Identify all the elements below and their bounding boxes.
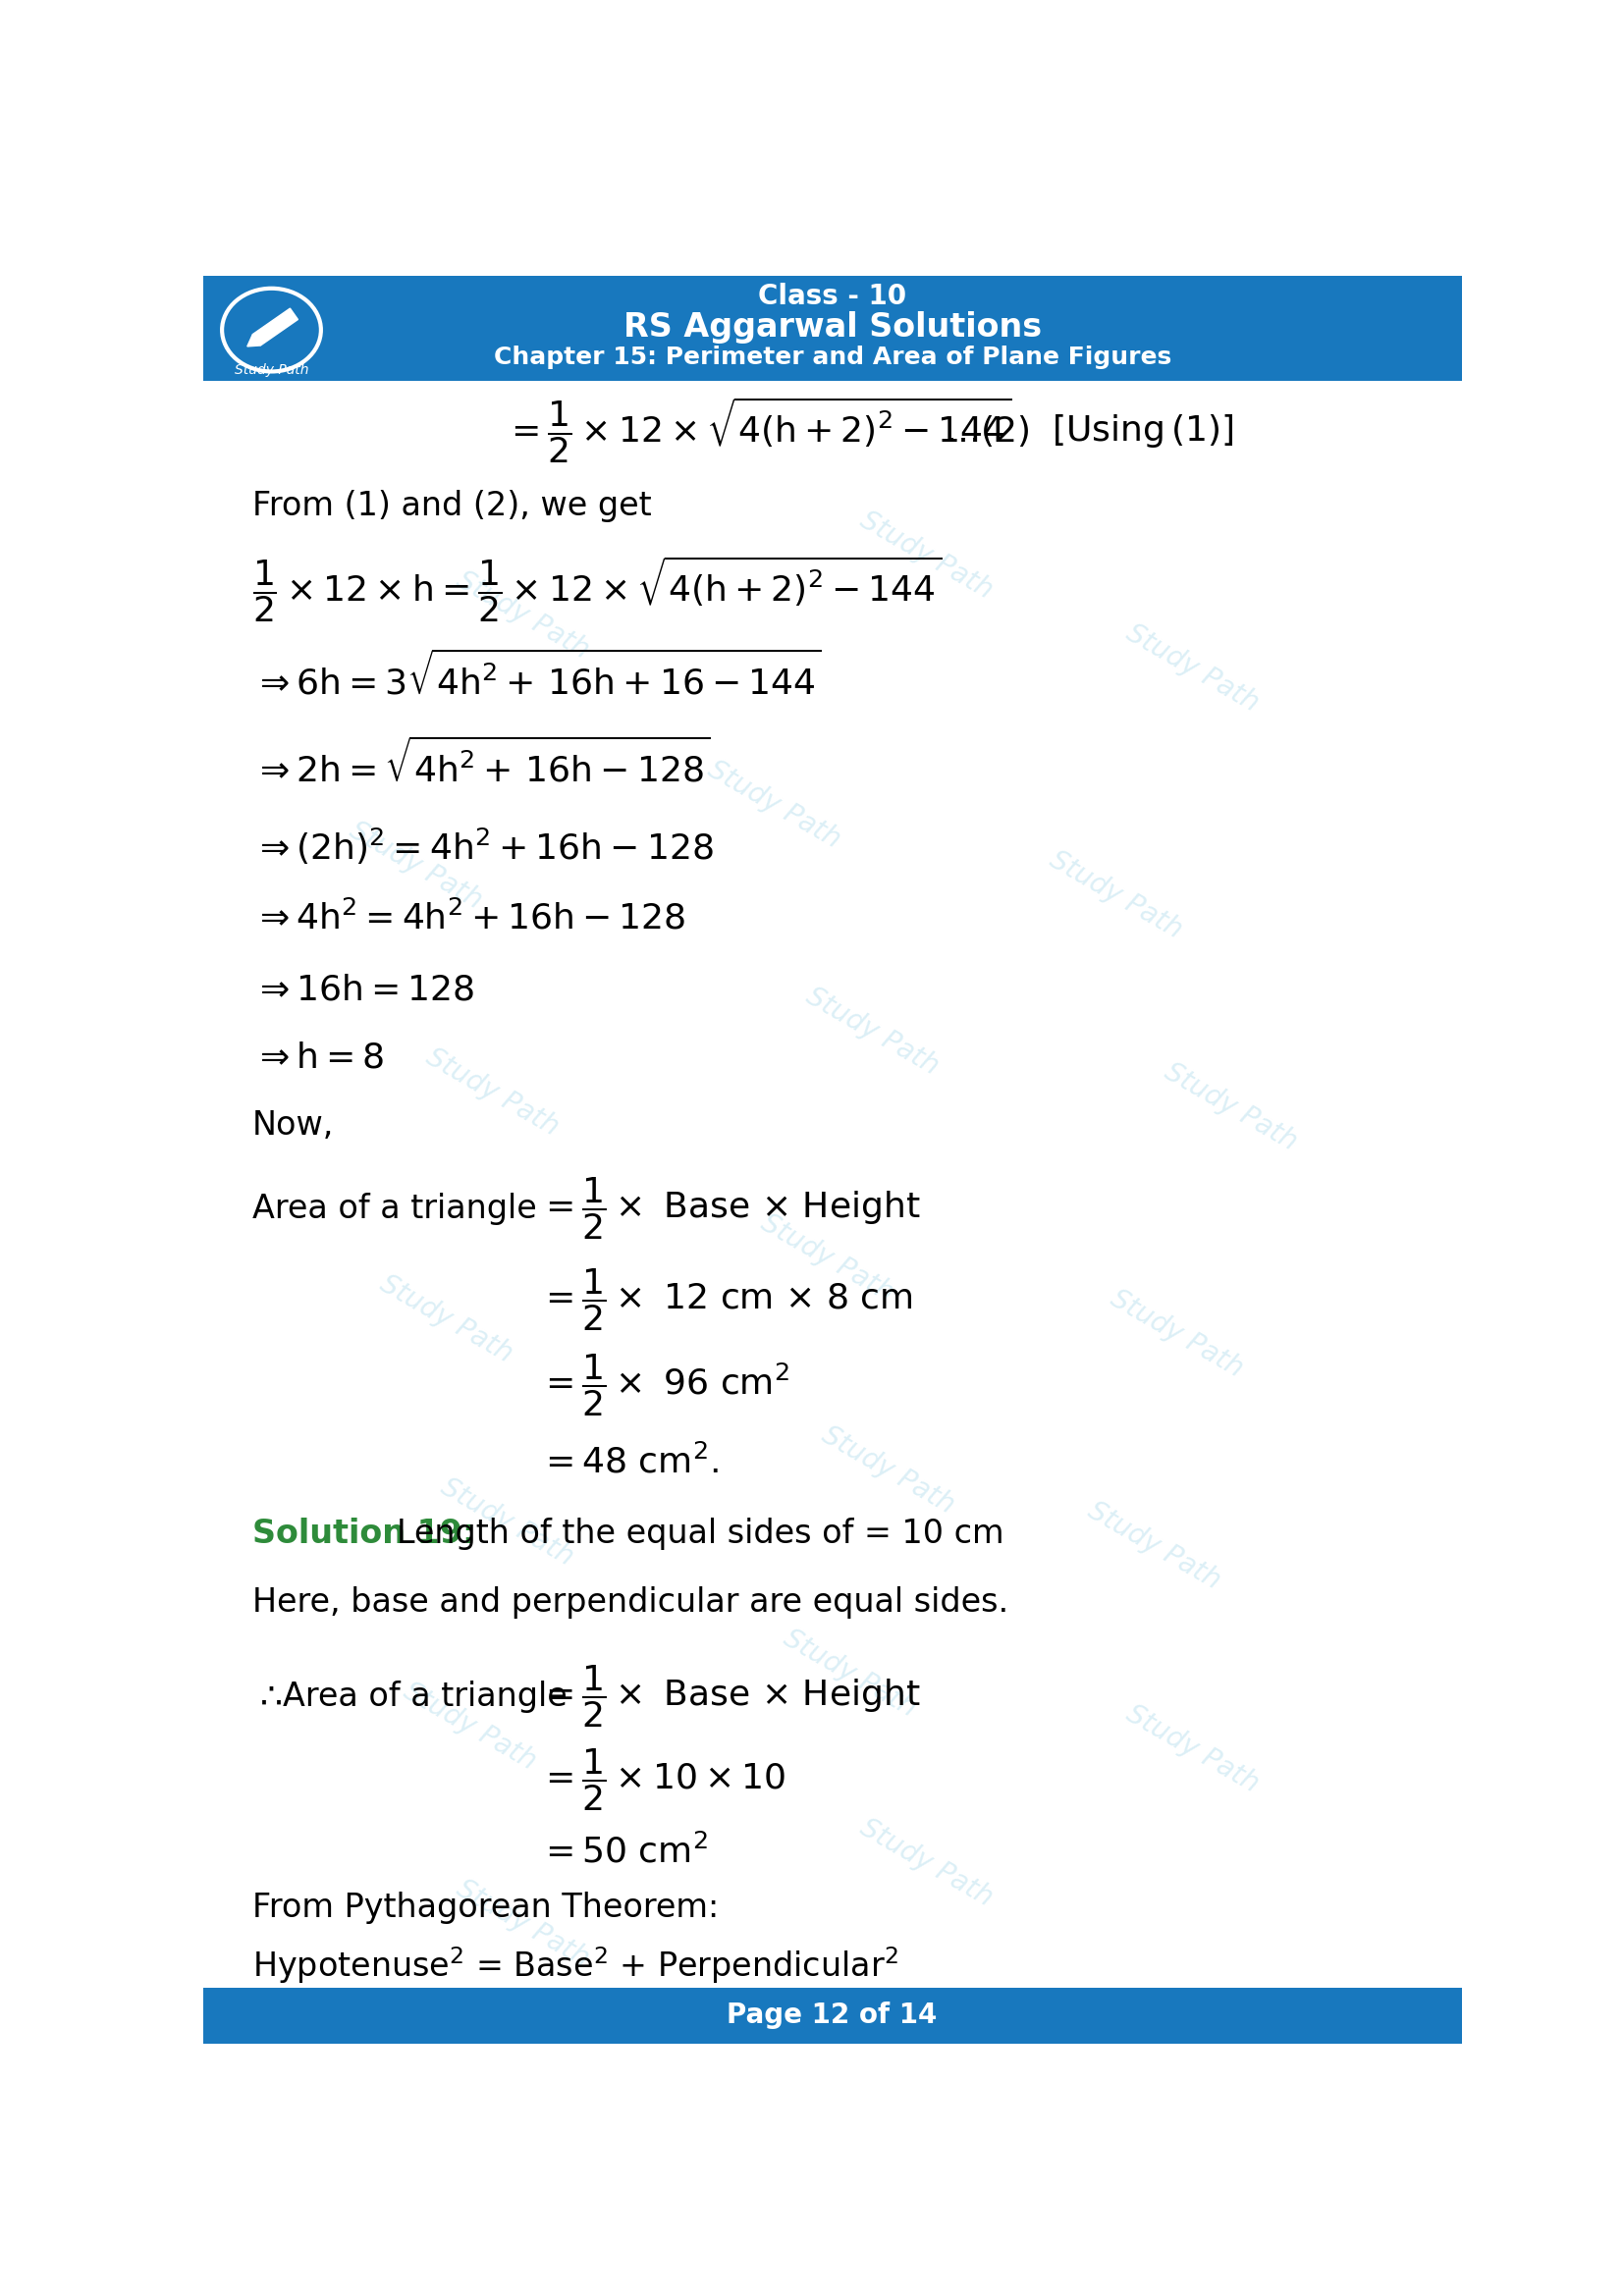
Text: Study Path: Study Path <box>234 363 309 377</box>
Text: Study Path: Study Path <box>437 1474 578 1573</box>
Text: $\Rightarrow \mathrm{6h} = 3\sqrt{4\mathrm{h}^2 + \, 16\mathrm{h} + 16 - 144}$: $\Rightarrow \mathrm{6h} = 3\sqrt{4\math… <box>252 650 822 703</box>
Text: $\Rightarrow \mathrm{2h} = \sqrt{4\mathrm{h}^2 + \, 16\mathrm{h} - 128}$: $\Rightarrow \mathrm{2h} = \sqrt{4\mathr… <box>252 737 711 788</box>
FancyBboxPatch shape <box>203 1988 1462 2043</box>
Text: Area of a triangle: Area of a triangle <box>283 1681 567 1713</box>
Text: $\Rightarrow \mathrm{h} = 8$: $\Rightarrow \mathrm{h} = 8$ <box>252 1040 385 1075</box>
Text: Study Path: Study Path <box>375 1270 518 1368</box>
Text: Study Path: Study Path <box>755 1210 898 1306</box>
Text: Study Path: Study Path <box>778 1626 921 1722</box>
Text: From (1) and (2), we get: From (1) and (2), we get <box>252 489 651 521</box>
Text: Length of the equal sides of = 10 cm: Length of the equal sides of = 10 cm <box>396 1518 1005 1550</box>
Text: $[\mathrm{Using\,(1)}]$: $[\mathrm{Using\,(1)}]$ <box>1051 411 1233 450</box>
Text: Area of a triangle: Area of a triangle <box>252 1194 538 1226</box>
Text: Now,: Now, <box>252 1109 335 1141</box>
Text: $\Rightarrow 16\mathrm{h} = 128$: $\Rightarrow 16\mathrm{h} = 128$ <box>252 974 474 1006</box>
Text: From Pythagorean Theorem:: From Pythagorean Theorem: <box>252 1892 719 1924</box>
Text: $\ldots(2)$: $\ldots(2)$ <box>945 413 1030 448</box>
Text: $= \dfrac{1}{2} \times$ 12 cm $\times$ 8 cm: $= \dfrac{1}{2} \times$ 12 cm $\times$ 8… <box>538 1267 913 1332</box>
Text: Study Path: Study Path <box>421 1042 564 1141</box>
Text: Study Path: Study Path <box>344 815 487 914</box>
Text: Class - 10: Class - 10 <box>758 282 906 310</box>
Text: Study Path: Study Path <box>854 1814 997 1913</box>
Text: $\Rightarrow (\mathrm{2h})^2 = \mathrm{4h}^2 + 16\mathrm{h} - 128$: $\Rightarrow (\mathrm{2h})^2 = \mathrm{4… <box>252 827 713 866</box>
Text: $= \dfrac{1}{2} \times$ 96 cm$^2$: $= \dfrac{1}{2} \times$ 96 cm$^2$ <box>538 1352 789 1419</box>
Text: Chapter 15: Perimeter and Area of Plane Figures: Chapter 15: Perimeter and Area of Plane … <box>494 344 1171 370</box>
Text: Study Path: Study Path <box>1121 620 1263 719</box>
Text: Study Path: Study Path <box>802 983 944 1081</box>
Text: $= 50$ cm$^2$: $= 50$ cm$^2$ <box>538 1835 708 1869</box>
Text: Study Path: Study Path <box>817 1421 960 1518</box>
Text: Study Path: Study Path <box>1106 1286 1249 1382</box>
Text: RS Aggarwal Solutions: RS Aggarwal Solutions <box>624 310 1041 342</box>
Text: $\dfrac{1}{2} \times 12 \times \mathrm{h} = \dfrac{1}{2} \times 12 \times \sqrt{: $\dfrac{1}{2} \times 12 \times \mathrm{h… <box>252 553 942 625</box>
Text: Study Path: Study Path <box>451 567 594 664</box>
Text: Study Path: Study Path <box>1121 1701 1263 1798</box>
Text: Hypotenuse$^2$ = Base$^2$ + Perpendicular$^2$: Hypotenuse$^2$ = Base$^2$ + Perpendicula… <box>252 1945 898 1986</box>
Text: Solution 19:: Solution 19: <box>252 1518 476 1550</box>
Text: $= \dfrac{1}{2} \times$ Base $\times$ Height: $= \dfrac{1}{2} \times$ Base $\times$ He… <box>538 1176 921 1242</box>
Text: Study Path: Study Path <box>1044 847 1187 944</box>
Text: $= \dfrac{1}{2} \times 12 \times \sqrt{4(\mathrm{h} + 2)^2 - 144}$: $= \dfrac{1}{2} \times 12 \times \sqrt{4… <box>503 395 1012 466</box>
Text: $\Rightarrow \mathrm{4h}^2 = \mathrm{4h}^2 + 16\mathrm{h} - 128$: $\Rightarrow \mathrm{4h}^2 = \mathrm{4h}… <box>252 900 685 937</box>
Text: Study Path: Study Path <box>451 1874 594 1972</box>
Text: Study Path: Study Path <box>1083 1497 1226 1593</box>
Text: $\therefore$: $\therefore$ <box>252 1681 283 1713</box>
Text: Study Path: Study Path <box>703 755 844 854</box>
Text: Study Path: Study Path <box>1160 1058 1301 1155</box>
Polygon shape <box>247 335 260 347</box>
Polygon shape <box>253 308 297 344</box>
FancyBboxPatch shape <box>203 276 1462 381</box>
Text: Here, base and perpendicular are equal sides.: Here, base and perpendicular are equal s… <box>252 1587 1009 1619</box>
Text: Study Path: Study Path <box>398 1678 541 1775</box>
Text: Study Path: Study Path <box>854 505 997 604</box>
Text: $= \dfrac{1}{2} \times$ Base $\times$ Height: $= \dfrac{1}{2} \times$ Base $\times$ He… <box>538 1665 921 1729</box>
Text: $= 48$ cm$^2$.: $= 48$ cm$^2$. <box>538 1444 718 1481</box>
Text: $= \dfrac{1}{2} \times 10 \times 10$: $= \dfrac{1}{2} \times 10 \times 10$ <box>538 1747 786 1812</box>
Text: Page 12 of 14: Page 12 of 14 <box>728 2002 937 2030</box>
